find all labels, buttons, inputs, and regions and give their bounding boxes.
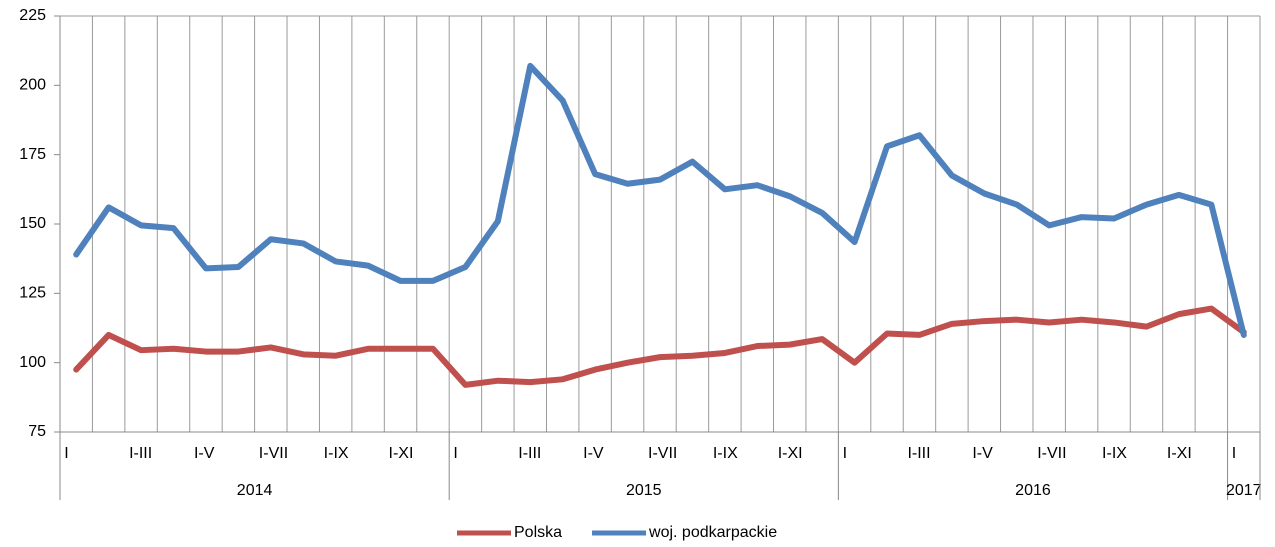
group-label: 2016 — [1015, 482, 1051, 499]
x-tick-label: I-III — [129, 445, 152, 462]
series-line — [73, 305, 1247, 388]
y-tick-label: 75 — [28, 423, 46, 440]
y-tick-label: 225 — [19, 7, 46, 24]
x-tick-label: I-VII — [1037, 445, 1066, 462]
group-label: 2015 — [626, 482, 662, 499]
x-tick-label: I-XI — [389, 445, 414, 462]
series-line — [73, 62, 1247, 338]
x-tick-label: I-V — [194, 445, 215, 462]
y-tick-label: 150 — [19, 215, 46, 232]
x-tick-label: I — [1232, 445, 1236, 462]
legend-label: Polska — [514, 524, 562, 541]
x-tick-label: I-XI — [778, 445, 803, 462]
x-tick-label: I-III — [518, 445, 541, 462]
group-label: 2014 — [237, 482, 273, 499]
legend-label: woj. podkarpackie — [648, 524, 777, 541]
x-tick-label: I-VII — [648, 445, 677, 462]
x-tick-label: I — [843, 445, 847, 462]
x-tick-label: I-VII — [259, 445, 288, 462]
x-tick-label: I-IX — [713, 445, 738, 462]
x-tick-label: I-IX — [324, 445, 349, 462]
y-tick-label: 125 — [19, 285, 46, 302]
x-tick-label: I — [64, 445, 68, 462]
group-label: 2017 — [1226, 482, 1262, 499]
y-tick-label: 175 — [19, 146, 46, 163]
x-tick-label: I — [453, 445, 457, 462]
y-tick-label: 100 — [19, 354, 46, 371]
x-tick-label: I-XI — [1167, 445, 1192, 462]
x-tick-label: I-V — [583, 445, 604, 462]
y-tick-label: 200 — [19, 77, 46, 94]
x-tick-label: I-IX — [1102, 445, 1127, 462]
x-tick-label: I-III — [907, 445, 930, 462]
x-tick-label: I-V — [972, 445, 993, 462]
